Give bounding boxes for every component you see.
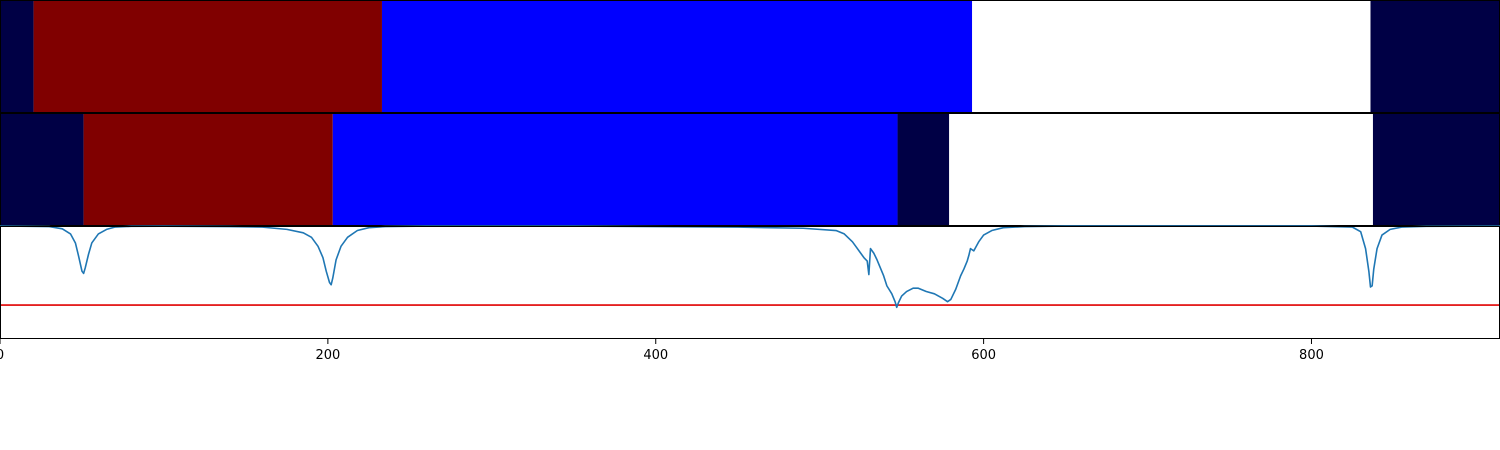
x-tick-label: 400 <box>643 348 668 363</box>
segment-bar <box>897 113 950 226</box>
x-axis: 0 200 400 600 800 <box>0 339 1324 363</box>
segment-bar <box>381 0 973 113</box>
x-tick-label: 600 <box>971 348 996 363</box>
segment-bar <box>83 113 333 226</box>
segment-bar <box>332 113 898 226</box>
x-tick-label: 800 <box>1299 348 1324 363</box>
segment-bar <box>949 113 1373 226</box>
plot-background <box>0 226 1500 339</box>
segmentation-panel-a <box>0 0 1500 113</box>
segment-bar <box>1372 113 1500 226</box>
segmentation-panel-b <box>0 113 1500 226</box>
segment-bar <box>0 0 34 113</box>
x-tick-label: 0 <box>0 348 4 363</box>
segment-bar <box>33 0 382 113</box>
segment-bar <box>1370 0 1500 113</box>
x-tick-label: 200 <box>315 348 340 363</box>
boundary-score-panel <box>0 225 1500 339</box>
segment-bar <box>0 113 84 226</box>
segment-bar <box>972 0 1371 113</box>
